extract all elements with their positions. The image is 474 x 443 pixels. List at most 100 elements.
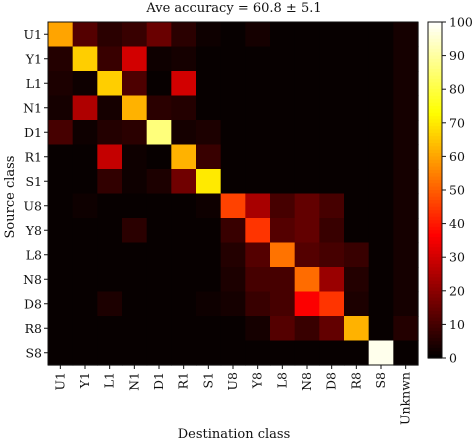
heatmap-cells xyxy=(48,22,419,366)
heatmap-cell-U1-D1 xyxy=(146,22,172,48)
heatmap-cell-D1-U8 xyxy=(220,120,246,146)
colorbar-step xyxy=(428,99,442,104)
row-label-Y1: Y1 xyxy=(25,51,42,66)
heatmap-cell-S1-R8 xyxy=(344,169,370,195)
colorbar-step xyxy=(428,351,442,356)
heatmap-cell-S8-N1 xyxy=(122,340,148,366)
colorbar-step xyxy=(428,237,442,241)
heatmap-cell-Y8-S1 xyxy=(196,218,222,244)
heatmap-cell-N1-Y1 xyxy=(72,95,98,121)
heatmap-cell-D1-S8 xyxy=(368,120,394,146)
colorbar-step xyxy=(428,136,442,141)
heatmap-cell-U1-U8 xyxy=(220,22,246,48)
heatmap-cell-S8-R1 xyxy=(171,340,197,366)
heatmap-cell-R1-D8 xyxy=(319,144,345,170)
colorbar-step xyxy=(428,179,442,184)
colorbar-label-100: 100 xyxy=(449,15,473,30)
heatmap-cell-D1-L1 xyxy=(97,120,123,146)
colorbar-step xyxy=(428,337,442,342)
heatmap-cell-Y1-R8 xyxy=(344,46,370,72)
heatmap-cell-S8-U8 xyxy=(220,340,246,366)
heatmap-cell-S8-S1 xyxy=(196,340,222,366)
colorbar-step xyxy=(428,85,442,90)
colorbar-step xyxy=(428,42,442,47)
heatmap-cell-D1-Y8 xyxy=(245,120,271,146)
heatmap-cell-U1-N1 xyxy=(122,22,148,48)
heatmap-cell-N1-L8 xyxy=(270,95,296,121)
heatmap-cell-S1-Y1 xyxy=(72,169,98,195)
heatmap-cell-N8-R1 xyxy=(171,267,197,293)
heatmap-cell-D8-N1 xyxy=(122,291,148,317)
heatmap-cell-S8-Y8 xyxy=(245,340,271,366)
colorbar-step xyxy=(428,55,442,60)
heatmap-cell-S8-Unknwn xyxy=(393,340,419,366)
heatmap-cell-N1-U8 xyxy=(220,95,246,121)
heatmap-cell-U1-N8 xyxy=(294,22,320,48)
heatmap-cell-S1-L1 xyxy=(97,169,123,195)
heatmap-cell-U1-L1 xyxy=(97,22,123,48)
y-axis-label: Source class xyxy=(3,156,18,239)
col-label-S1: S1 xyxy=(200,372,215,389)
heatmap-cell-S8-L8 xyxy=(270,340,296,366)
heatmap-cell-L8-D8 xyxy=(319,242,345,268)
heatmap-cell-R8-U1 xyxy=(48,316,74,342)
heatmap-cell-R1-R1 xyxy=(171,144,197,170)
colorbar-step xyxy=(428,304,442,309)
colorbar-step xyxy=(428,277,442,282)
colorbar-step xyxy=(428,324,442,329)
heatmap-cell-L1-Unknwn xyxy=(393,71,419,97)
heatmap-cell-S1-L8 xyxy=(270,169,296,195)
heatmap-cell-D1-R8 xyxy=(344,120,370,146)
heatmap-cell-D8-L1 xyxy=(97,291,123,317)
colorbar-step xyxy=(428,173,442,178)
heatmap-cell-R1-U1 xyxy=(48,144,74,170)
heatmap-cell-L8-N1 xyxy=(122,242,148,268)
colorbar-step xyxy=(428,45,442,50)
heatmap-cell-U1-U1 xyxy=(48,22,74,48)
heatmap-cell-Y8-Unknwn xyxy=(393,218,419,244)
heatmap-cell-R1-N8 xyxy=(294,144,320,170)
heatmap-cell-N1-Unknwn xyxy=(393,95,419,121)
colorbar-label-30: 30 xyxy=(449,250,465,265)
colorbar-step xyxy=(428,65,442,70)
colorbar-step xyxy=(428,247,442,252)
column-tick-labels: U1 Y1 L1 N1 D1 R1 S1 U8 Y8 L8 N8 D8 R8 S8 Unknwn xyxy=(52,365,413,425)
heatmap-cell-U1-R8 xyxy=(344,22,370,48)
heatmap-cell-Y8-R8 xyxy=(344,218,370,244)
colorbar-label-70: 70 xyxy=(449,115,465,130)
colorbar-step xyxy=(428,149,442,154)
heatmap-cell-U8-R8 xyxy=(344,193,370,219)
heatmap-cell-L1-U8 xyxy=(220,71,246,97)
heatmap-cell-R8-Y8 xyxy=(245,316,271,342)
heatmap-cell-S1-Unknwn xyxy=(393,169,419,195)
colorbar-step xyxy=(428,321,442,325)
heatmap-cell-U8-U8 xyxy=(220,193,246,219)
heatmap-cell-D1-U1 xyxy=(48,120,74,146)
colorbar-step xyxy=(428,297,442,302)
heatmap-cell-L1-L1 xyxy=(97,71,123,97)
colorbar-step xyxy=(428,210,442,215)
colorbar-step xyxy=(428,79,442,84)
col-label-Unknwn: Unknwn xyxy=(398,372,413,425)
heatmap-cell-N1-R8 xyxy=(344,95,370,121)
colorbar-step xyxy=(428,206,442,211)
colorbar-step xyxy=(428,75,442,80)
heatmap-cell-S1-R1 xyxy=(171,169,197,195)
colorbar-step xyxy=(428,38,442,43)
colorbar-label-20: 20 xyxy=(449,283,465,298)
colorbar-label-50: 50 xyxy=(449,183,465,198)
heatmap-cell-U1-S8 xyxy=(368,22,394,48)
colorbar-step xyxy=(428,260,442,265)
colorbar-step xyxy=(428,263,442,268)
colorbar: 0 10 20 30 40 50 60 70 80 90 100 xyxy=(427,15,473,366)
heatmap-cell-D1-D1 xyxy=(146,120,172,146)
heatmap-cell-Y8-U1 xyxy=(48,218,74,244)
colorbar-step xyxy=(428,307,442,312)
colorbar-step xyxy=(428,153,442,157)
colorbar-step xyxy=(428,72,442,77)
heatmap-cell-Y1-Y1 xyxy=(72,46,98,72)
heatmap-cell-N8-N8 xyxy=(294,267,320,293)
heatmap-cell-D8-Y1 xyxy=(72,291,98,317)
colorbar-step xyxy=(428,267,442,272)
heatmap-cell-U8-D1 xyxy=(146,193,172,219)
